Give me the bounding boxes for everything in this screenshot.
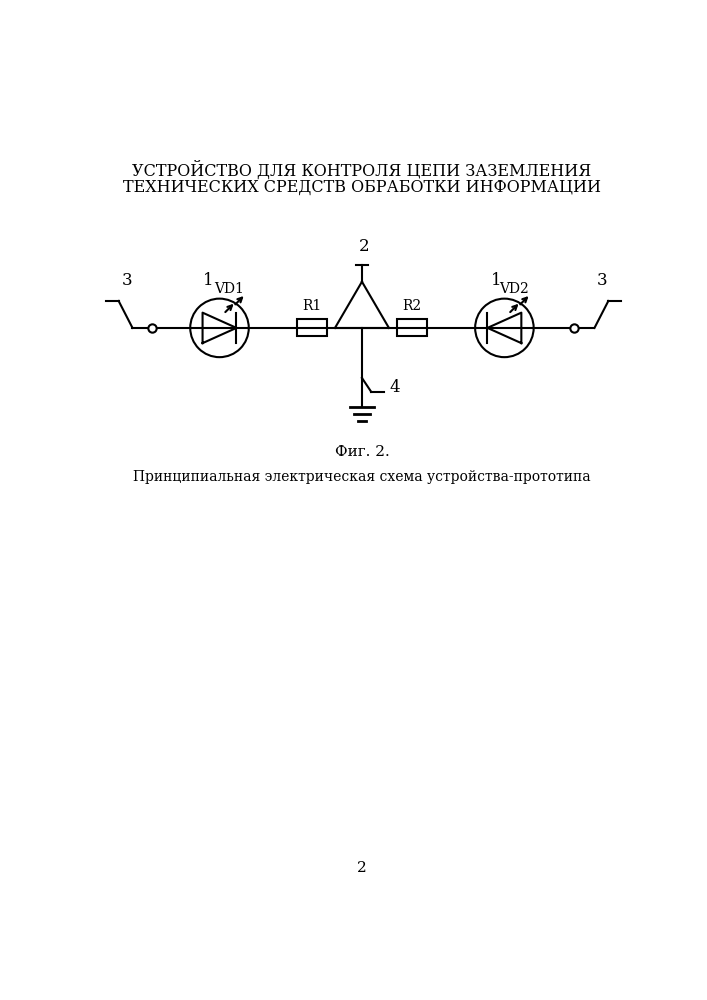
Text: Фиг. 2.: Фиг. 2. (334, 445, 390, 459)
Text: 1: 1 (203, 272, 214, 289)
Text: 2: 2 (357, 861, 367, 875)
Bar (397, 319, 428, 336)
Text: 2: 2 (359, 238, 370, 255)
Text: 4: 4 (389, 379, 399, 396)
Text: Принципиальная электрическая схема устройства-прототипа: Принципиальная электрическая схема устро… (133, 470, 591, 484)
Text: 3: 3 (597, 272, 607, 289)
Text: ТЕХНИЧЕСКИХ СРЕДСТВ ОБРАБОТКИ ИНФОРМАЦИИ: ТЕХНИЧЕСКИХ СРЕДСТВ ОБРАБОТКИ ИНФОРМАЦИИ (123, 178, 601, 195)
Text: R1: R1 (303, 299, 322, 313)
Bar (296, 319, 327, 336)
Text: УСТРОЙСТВО ДЛЯ КОНТРОЛЯ ЦЕПИ ЗАЗЕМЛЕНИЯ: УСТРОЙСТВО ДЛЯ КОНТРОЛЯ ЦЕПИ ЗАЗЕМЛЕНИЯ (132, 160, 592, 180)
Text: VD2: VD2 (498, 282, 529, 296)
Text: R2: R2 (402, 299, 421, 313)
Text: 1: 1 (491, 272, 502, 289)
Text: VD1: VD1 (214, 282, 244, 296)
Text: 3: 3 (122, 272, 132, 289)
